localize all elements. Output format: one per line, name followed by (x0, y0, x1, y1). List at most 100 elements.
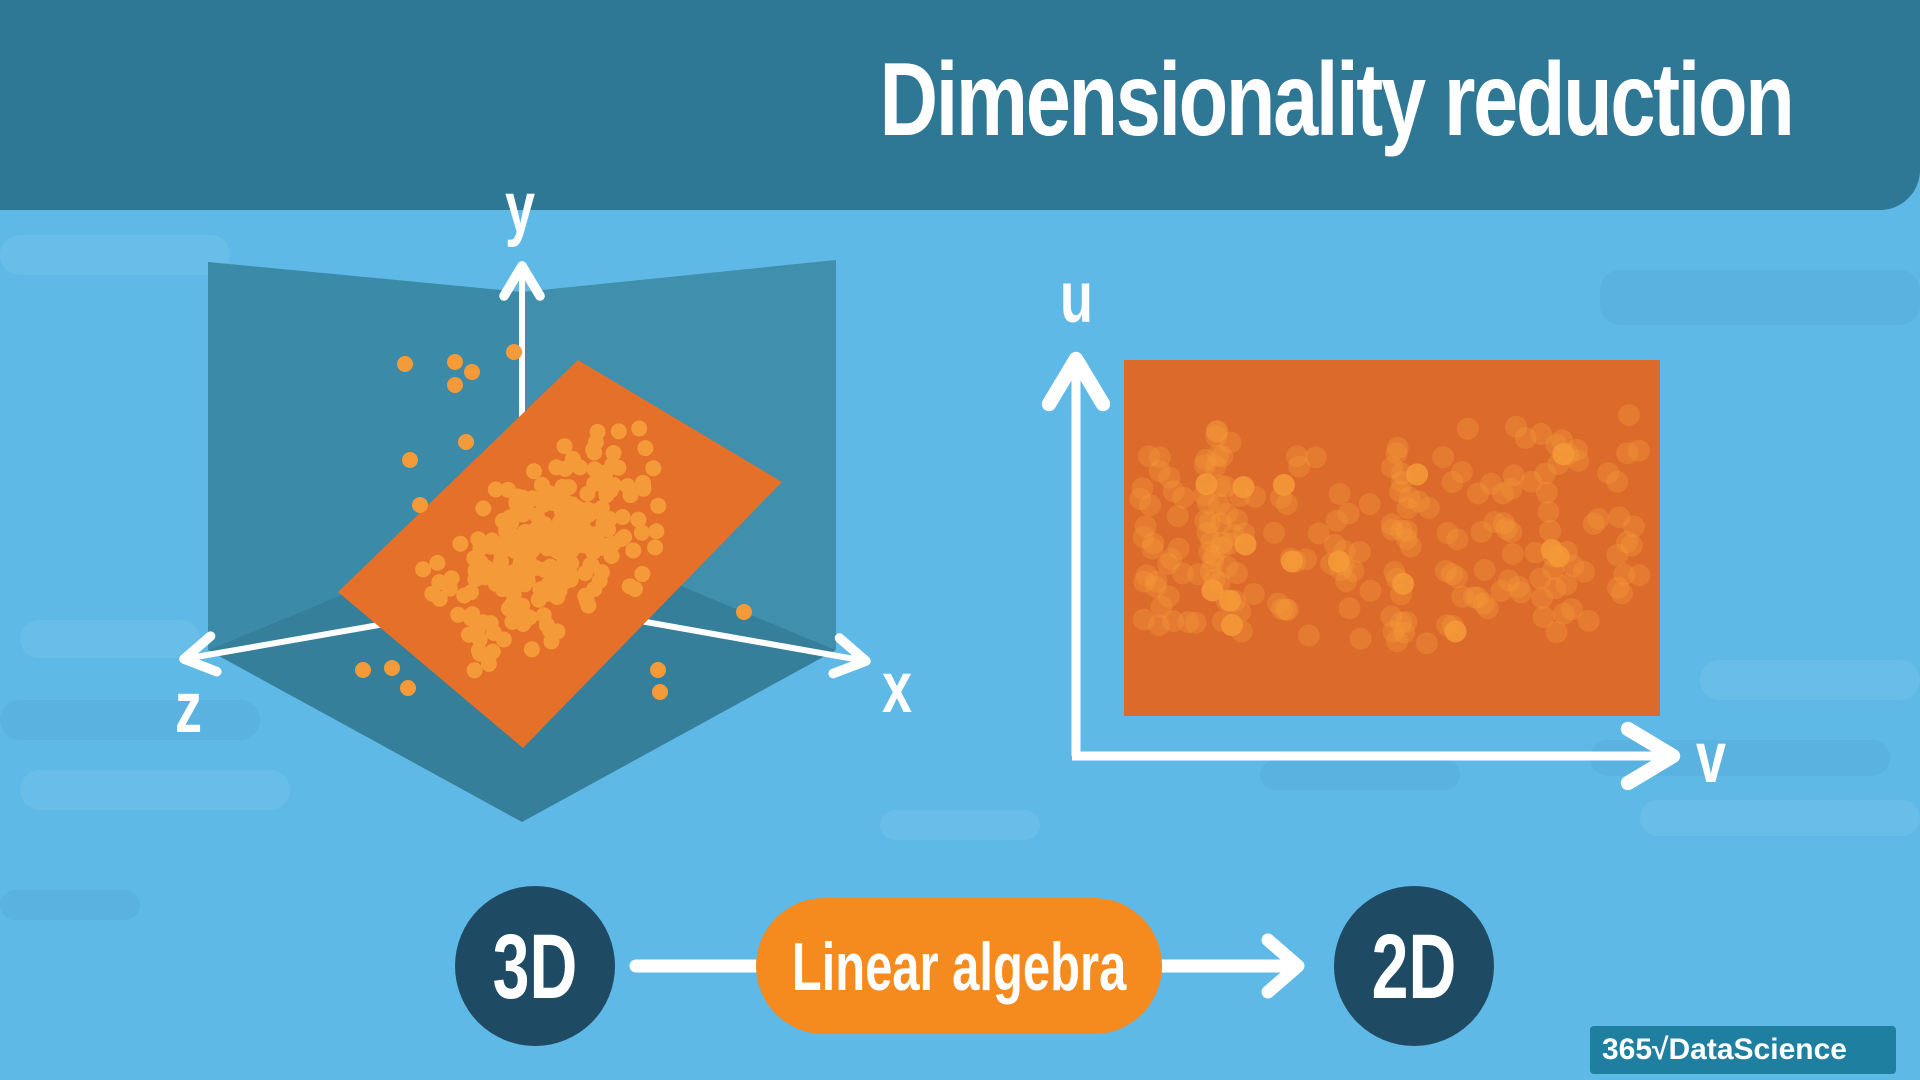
scatter-point (610, 459, 627, 476)
brand-logo: 365√DataScience (1590, 1026, 1896, 1074)
scatter-point (530, 527, 547, 544)
scatter-point (619, 478, 636, 495)
scatter-point (556, 438, 573, 455)
scatter-point (554, 478, 571, 495)
scatter-point (1138, 445, 1160, 468)
scatter-point (1195, 473, 1218, 496)
scatter-point (1288, 455, 1311, 478)
method-label: Linear algebra (792, 928, 1127, 1005)
source-circle (455, 886, 615, 1046)
scatter-point (1597, 462, 1620, 484)
bg-stripe (1600, 270, 1920, 325)
scatter-point (1463, 586, 1485, 609)
scatter-point (447, 354, 463, 370)
scatter-point (1451, 585, 1474, 608)
scatter-point (1507, 575, 1530, 598)
scatter-point (1225, 508, 1248, 531)
scatter-point (1160, 548, 1183, 570)
scatter-point (1544, 577, 1567, 600)
scatter-point (1432, 446, 1455, 469)
scatter-point (1325, 509, 1348, 532)
scatter-point (1562, 555, 1585, 577)
flow-arrow-head (1261, 933, 1305, 999)
scatter-point (1208, 571, 1231, 594)
scatter-point (1226, 562, 1248, 585)
scatter-point (1147, 614, 1170, 637)
scatter-point (1514, 427, 1537, 449)
z-axis-label: z (175, 668, 202, 748)
plot-3d: y x z (175, 168, 912, 822)
scatter-point (524, 490, 541, 507)
scatter-point (585, 544, 602, 560)
scatter-point (1232, 476, 1255, 499)
scatter-point (1444, 620, 1467, 643)
scatter-point (1207, 493, 1230, 516)
scatter-point (1607, 576, 1630, 599)
scatter-point (1194, 509, 1217, 532)
scatter-point (630, 511, 647, 528)
scatter-point (1206, 444, 1229, 467)
scatter-point (1620, 534, 1643, 557)
scatter-point (1187, 563, 1210, 586)
scatter-point (1162, 610, 1184, 633)
scatter-point (1197, 492, 1219, 515)
scatter-point (571, 459, 588, 476)
scatter-point (625, 542, 642, 559)
scatter-point (1203, 568, 1226, 591)
bg-stripe (1640, 800, 1920, 836)
scatter-point (1272, 474, 1295, 496)
scatter-point (650, 662, 666, 678)
scatter-point (1157, 552, 1180, 575)
scatter-point (523, 641, 540, 658)
scatter-point (1483, 511, 1506, 534)
scatter-point (1532, 606, 1555, 628)
scatter-point (1395, 519, 1418, 542)
scatter-point (402, 452, 418, 468)
scatter-point (1391, 470, 1413, 493)
method-pill (756, 898, 1162, 1034)
scatter-point (614, 509, 631, 525)
scatter-point (1201, 579, 1224, 602)
scatter-point (1219, 431, 1242, 454)
scatter-point (539, 540, 556, 557)
scatter-point (1332, 553, 1355, 576)
scatter-point (1229, 600, 1252, 623)
scatter-point (547, 527, 564, 544)
scatter-point (1148, 460, 1171, 483)
scatter-point (515, 616, 532, 632)
scatter-point (1472, 592, 1495, 615)
scatter-point (605, 477, 622, 493)
scatter-point (532, 581, 549, 598)
scatter-point (1274, 598, 1297, 621)
scatter-point (1162, 480, 1185, 503)
scatter-point (1263, 521, 1286, 544)
scatter-point (580, 597, 597, 614)
v-axis-label: v (1696, 718, 1727, 798)
scatter-point (548, 459, 565, 476)
scatter-point (1184, 611, 1207, 634)
scatter-point (1304, 446, 1327, 469)
scatter-point (1359, 579, 1382, 602)
scatter-point (586, 581, 603, 597)
scatter-point (635, 480, 652, 497)
scatter-point (1587, 507, 1610, 530)
scatter-point (1395, 528, 1418, 550)
scatter-point (1466, 586, 1489, 609)
scatter-point (1441, 563, 1464, 586)
scatter-point (652, 684, 668, 700)
scatter-point (1470, 520, 1493, 543)
scatter-point (1476, 597, 1499, 620)
scatter-point (1139, 494, 1162, 517)
page-title: Dimensionality reduction (879, 42, 1794, 158)
scatter-point (1393, 621, 1416, 644)
scatter-point (1150, 595, 1173, 618)
scatter-point (1234, 533, 1257, 556)
scatter-point (1396, 497, 1419, 520)
scatter-point (1204, 455, 1227, 478)
scatter-point (1297, 624, 1320, 647)
scatter-point (1577, 609, 1600, 632)
scatter-point (1534, 462, 1557, 485)
scatter-point (1492, 512, 1515, 535)
scatter-point (1611, 582, 1634, 605)
